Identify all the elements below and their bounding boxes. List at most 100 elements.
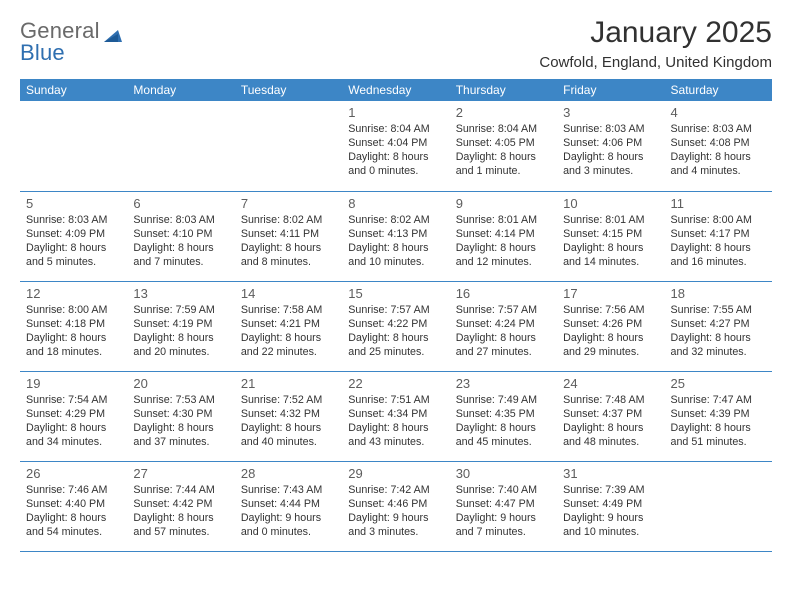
day-number: 7 [241,196,336,211]
day-info: Sunrise: 8:04 AMSunset: 4:04 PMDaylight:… [348,122,443,179]
day-number: 23 [456,376,551,391]
day-number: 20 [133,376,228,391]
logo-triangle-icon [104,28,122,42]
calendar-cell: 21 Sunrise: 7:52 AMSunset: 4:32 PMDayligh… [235,371,342,461]
day-number: 13 [133,286,228,301]
day-number: 11 [671,196,766,211]
calendar-cell: 13 Sunrise: 7:59 AMSunset: 4:19 PMDayligh… [127,281,234,371]
calendar-cell: 5 Sunrise: 8:03 AMSunset: 4:09 PMDaylight… [20,191,127,281]
page-title: January 2025 [539,16,772,50]
calendar-body: 1 Sunrise: 8:04 AMSunset: 4:04 PMDaylight… [20,101,772,551]
day-info: Sunrise: 7:58 AMSunset: 4:21 PMDaylight:… [241,303,336,360]
calendar-cell: 24 Sunrise: 7:48 AMSunset: 4:37 PMDayligh… [557,371,664,461]
calendar-cell: 22Sunrise: 7:51 AMSunset: 4:34 PMDayligh… [342,371,449,461]
calendar-cell: 11 Sunrise: 8:00 AMSunset: 4:17 PMDayligh… [665,191,772,281]
day-number: 29 [348,466,443,481]
calendar-row: 5 Sunrise: 8:03 AMSunset: 4:09 PMDaylight… [20,191,772,281]
day-info: Sunrise: 7:55 AMSunset: 4:27 PMDaylight:… [671,303,766,360]
calendar-cell: 17 Sunrise: 7:56 AMSunset: 4:26 PMDayligh… [557,281,664,371]
calendar-row: 26 Sunrise: 7:46 AMSunset: 4:40 PMDayligh… [20,461,772,551]
day-number: 26 [26,466,121,481]
day-number: 14 [241,286,336,301]
day-info: Sunrise: 7:52 AMSunset: 4:32 PMDaylight:… [241,393,336,450]
calendar-cell: 7Sunrise: 8:02 AMSunset: 4:11 PMDaylight… [235,191,342,281]
calendar-cell: 27Sunrise: 7:44 AMSunset: 4:42 PMDayligh… [127,461,234,551]
day-info: Sunrise: 8:03 AMSunset: 4:06 PMDaylight:… [563,122,658,179]
calendar-cell [665,461,772,551]
day-number: 15 [348,286,443,301]
title-block: January 2025 Cowfold, England, United Ki… [539,16,772,71]
day-info: Sunrise: 8:03 AMSunset: 4:09 PMDaylight:… [26,213,121,270]
day-info: Sunrise: 8:01 AMSunset: 4:15 PMDaylight:… [563,213,658,270]
calendar-cell: 3 Sunrise: 8:03 AMSunset: 4:06 PMDaylight… [557,101,664,191]
day-number: 9 [456,196,551,211]
calendar-cell: 23 Sunrise: 7:49 AMSunset: 4:35 PMDayligh… [450,371,557,461]
day-number: 10 [563,196,658,211]
day-info: Sunrise: 8:01 AMSunset: 4:14 PMDaylight:… [456,213,551,270]
calendar-cell: 8Sunrise: 8:02 AMSunset: 4:13 PMDaylight… [342,191,449,281]
day-number: 5 [26,196,121,211]
day-info: Sunrise: 8:00 AMSunset: 4:17 PMDaylight:… [671,213,766,270]
day-number: 4 [671,105,766,120]
day-number: 31 [563,466,658,481]
calendar-cell: 28 Sunrise: 7:43 AMSunset: 4:44 PMDayligh… [235,461,342,551]
day-info: Sunrise: 7:56 AMSunset: 4:26 PMDaylight:… [563,303,658,360]
day-info: Sunrise: 7:48 AMSunset: 4:37 PMDaylight:… [563,393,658,450]
calendar-cell: 19 Sunrise: 7:54 AMSunset: 4:29 PMDayligh… [20,371,127,461]
calendar-cell: 2 Sunrise: 8:04 AMSunset: 4:05 PMDaylight… [450,101,557,191]
calendar-cell: 30 Sunrise: 7:40 AMSunset: 4:47 PMDayligh… [450,461,557,551]
calendar-cell: 20 Sunrise: 7:53 AMSunset: 4:30 PMDayligh… [127,371,234,461]
day-info: Sunrise: 8:02 AMSunset: 4:13 PMDaylight:… [348,213,443,270]
day-number: 12 [26,286,121,301]
day-number: 30 [456,466,551,481]
day-number: 19 [26,376,121,391]
calendar-cell: 9 Sunrise: 8:01 AMSunset: 4:14 PMDaylight… [450,191,557,281]
calendar-cell [235,101,342,191]
logo-text-general: General [20,20,100,42]
location-subtitle: Cowfold, England, United Kingdom [539,54,772,71]
calendar-cell: 4Sunrise: 8:03 AMSunset: 4:08 PMDaylight… [665,101,772,191]
calendar-table: SundayMondayTuesdayWednesdayThursdayFrid… [20,79,772,552]
day-number: 16 [456,286,551,301]
day-info: Sunrise: 7:47 AMSunset: 4:39 PMDaylight:… [671,393,766,450]
day-info: Sunrise: 7:43 AMSunset: 4:44 PMDaylight:… [241,483,336,540]
day-number: 27 [133,466,228,481]
calendar-document: General Blue January 2025 Cowfold, Engla… [0,0,792,560]
calendar-row: 12 Sunrise: 8:00 AMSunset: 4:18 PMDayligh… [20,281,772,371]
calendar-header: SundayMondayTuesdayWednesdayThursdayFrid… [20,79,772,101]
day-info: Sunrise: 8:00 AMSunset: 4:18 PMDaylight:… [26,303,121,360]
calendar-cell [127,101,234,191]
day-info: Sunrise: 7:53 AMSunset: 4:30 PMDaylight:… [133,393,228,450]
day-number: 25 [671,376,766,391]
day-number: 21 [241,376,336,391]
header-row: General Blue January 2025 Cowfold, Engla… [20,16,772,71]
calendar-cell: 26 Sunrise: 7:46 AMSunset: 4:40 PMDayligh… [20,461,127,551]
day-info: Sunrise: 7:40 AMSunset: 4:47 PMDaylight:… [456,483,551,540]
day-number: 28 [241,466,336,481]
calendar-row: 1 Sunrise: 8:04 AMSunset: 4:04 PMDaylight… [20,101,772,191]
calendar-cell: 15Sunrise: 7:57 AMSunset: 4:22 PMDayligh… [342,281,449,371]
logo: General Blue [20,20,122,64]
day-info: Sunrise: 7:59 AMSunset: 4:19 PMDaylight:… [133,303,228,360]
logo-text-blue: Blue [20,42,122,64]
calendar-cell: 16Sunrise: 7:57 AMSunset: 4:24 PMDayligh… [450,281,557,371]
day-info: Sunrise: 7:46 AMSunset: 4:40 PMDaylight:… [26,483,121,540]
day-number: 24 [563,376,658,391]
day-number: 2 [456,105,551,120]
day-number: 6 [133,196,228,211]
calendar-cell: 12 Sunrise: 8:00 AMSunset: 4:18 PMDayligh… [20,281,127,371]
day-number: 17 [563,286,658,301]
calendar-cell [20,101,127,191]
day-info: Sunrise: 7:49 AMSunset: 4:35 PMDaylight:… [456,393,551,450]
calendar-cell: 31Sunrise: 7:39 AMSunset: 4:49 PMDayligh… [557,461,664,551]
day-number: 18 [671,286,766,301]
calendar-cell: 14 Sunrise: 7:58 AMSunset: 4:21 PMDayligh… [235,281,342,371]
day-info: Sunrise: 8:04 AMSunset: 4:05 PMDaylight:… [456,122,551,179]
day-info: Sunrise: 7:54 AMSunset: 4:29 PMDaylight:… [26,393,121,450]
weekday-header: Saturday [665,79,772,101]
calendar-cell: 18 Sunrise: 7:55 AMSunset: 4:27 PMDayligh… [665,281,772,371]
day-number: 1 [348,105,443,120]
weekday-header: Thursday [450,79,557,101]
day-info: Sunrise: 7:42 AMSunset: 4:46 PMDaylight:… [348,483,443,540]
day-number: 3 [563,105,658,120]
